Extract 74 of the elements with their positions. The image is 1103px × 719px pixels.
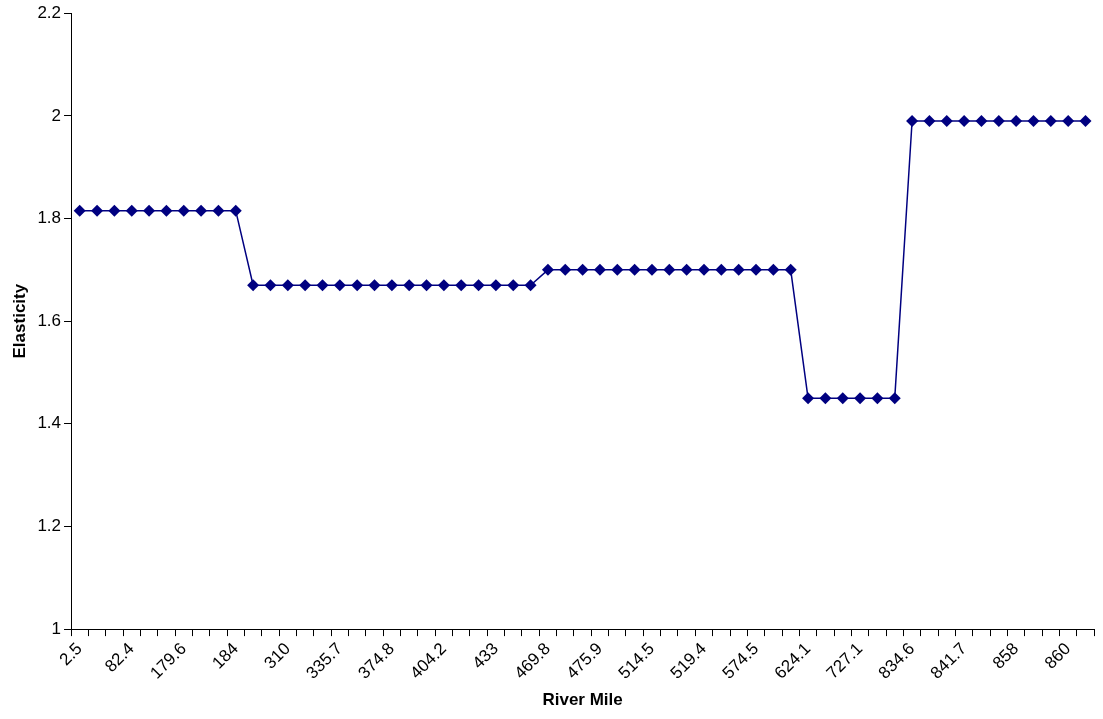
point — [836, 392, 849, 405]
point — [888, 392, 901, 405]
point — [715, 263, 728, 276]
point — [507, 279, 520, 292]
point — [784, 263, 797, 276]
point — [1062, 114, 1075, 127]
point — [923, 114, 936, 127]
point — [212, 204, 225, 217]
point — [576, 263, 589, 276]
point — [73, 204, 86, 217]
point — [437, 279, 450, 292]
point — [992, 114, 1005, 127]
point — [489, 279, 502, 292]
point — [143, 204, 156, 217]
point — [368, 279, 381, 292]
point — [975, 114, 988, 127]
point — [663, 263, 676, 276]
point — [628, 263, 641, 276]
x-tick-label: 860 — [1040, 639, 1075, 673]
x-tick-label: 858 — [988, 639, 1023, 673]
point — [750, 263, 763, 276]
point — [160, 204, 173, 217]
y-tick-label: 2.2 — [37, 2, 62, 22]
x-tick-label: 310 — [260, 639, 294, 673]
point — [229, 204, 242, 217]
point — [906, 114, 919, 127]
point — [871, 392, 884, 405]
point — [958, 114, 971, 127]
point — [940, 114, 953, 127]
point — [1079, 114, 1092, 127]
x-axis-title: River Mile — [542, 690, 623, 710]
point — [177, 204, 190, 217]
point — [802, 392, 815, 405]
point — [472, 279, 485, 292]
point — [732, 263, 745, 276]
point — [854, 392, 867, 405]
point — [1027, 114, 1040, 127]
point — [645, 263, 658, 276]
point — [108, 204, 121, 217]
x-tick-label: 2.5 — [55, 639, 86, 670]
y-axis-title: Elasticity — [9, 283, 29, 359]
point — [455, 279, 468, 292]
y-tick-label: 1.8 — [37, 208, 62, 228]
y-tick-label: 1.6 — [37, 310, 62, 330]
y-tick-label: 1 — [51, 618, 62, 638]
point — [195, 204, 208, 217]
point — [559, 263, 572, 276]
point — [333, 279, 346, 292]
point — [1044, 114, 1057, 127]
point — [593, 263, 606, 276]
point — [299, 279, 312, 292]
point — [524, 279, 537, 292]
point — [316, 279, 329, 292]
x-tick-label: 184 — [208, 639, 242, 673]
point — [403, 279, 416, 292]
point — [819, 392, 832, 405]
y-tick-label: 1.2 — [37, 516, 62, 536]
point — [611, 263, 624, 276]
point — [767, 263, 780, 276]
point — [420, 279, 433, 292]
point — [125, 204, 138, 217]
point — [698, 263, 710, 276]
x-tick-label: 433 — [468, 639, 503, 673]
point — [541, 263, 554, 276]
y-tick-label: 1.4 — [37, 413, 62, 433]
point — [247, 279, 260, 292]
point — [1010, 114, 1023, 127]
point — [264, 279, 277, 292]
point — [351, 279, 364, 292]
point — [385, 279, 398, 292]
point — [680, 263, 693, 276]
point — [91, 204, 104, 217]
y-tick-label: 2 — [51, 105, 62, 125]
point — [281, 279, 294, 292]
